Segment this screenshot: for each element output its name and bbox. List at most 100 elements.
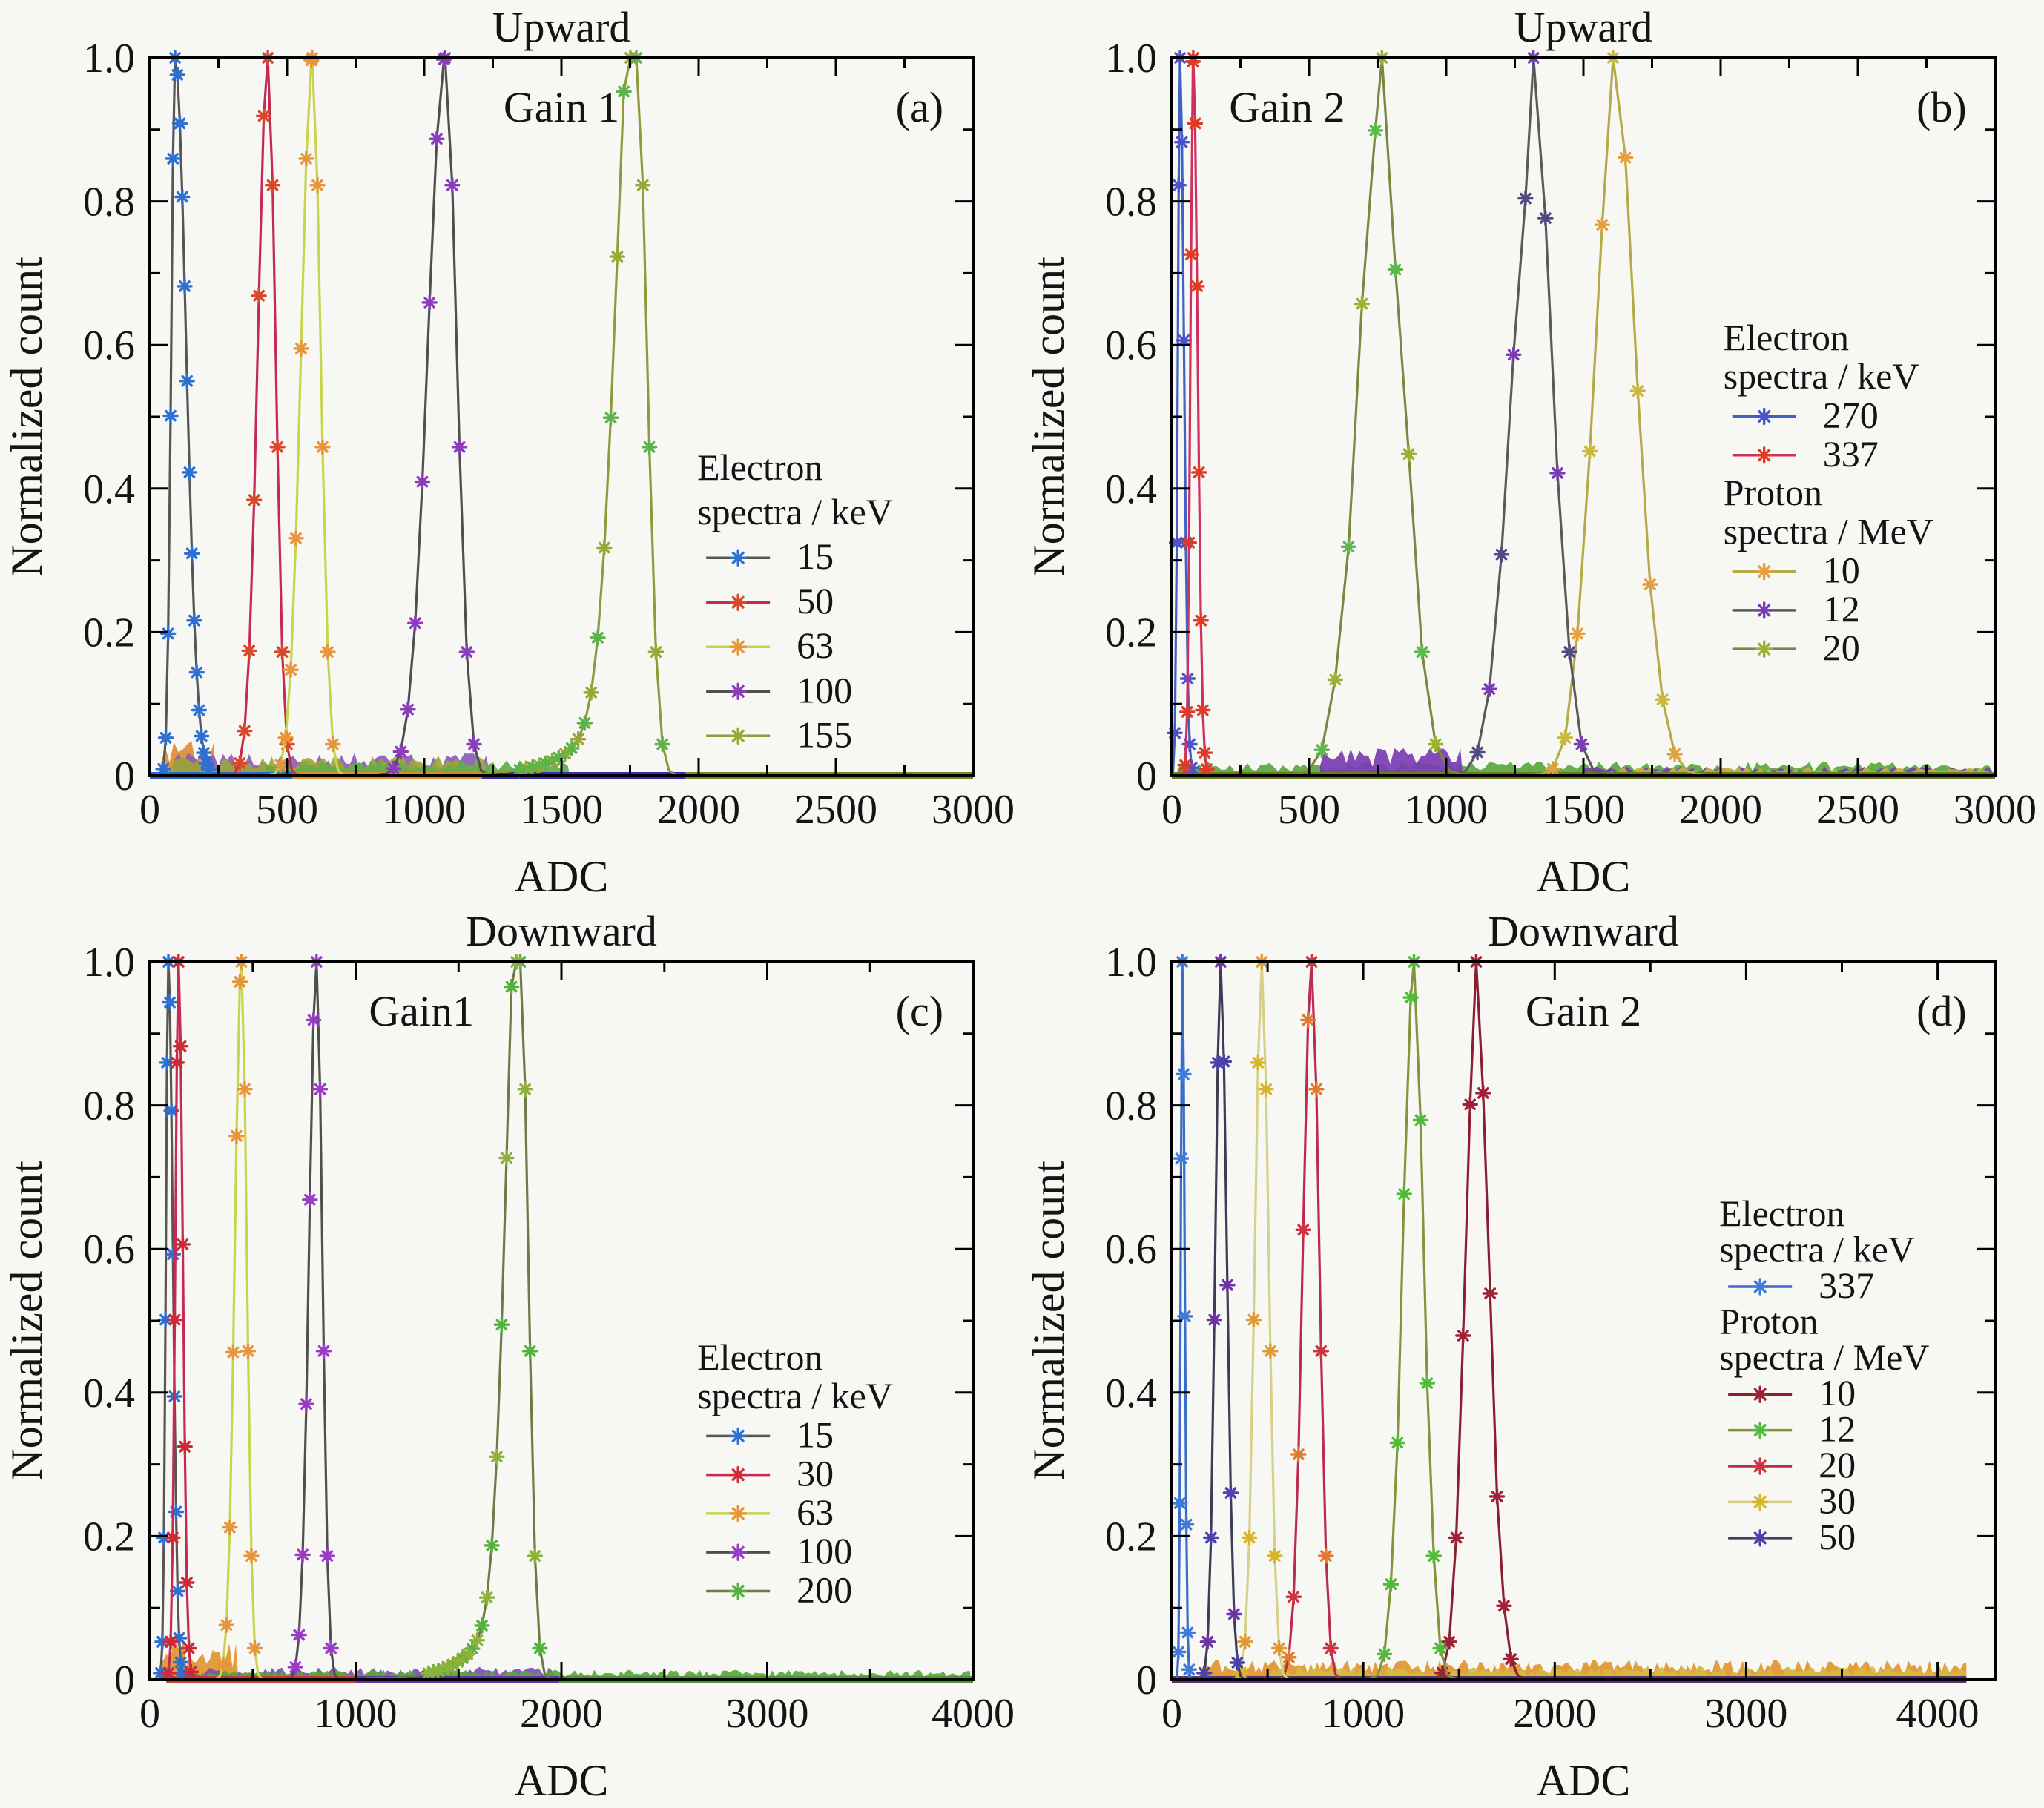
legend-label: 20 [1819, 1444, 1856, 1485]
y-tick-label: 0.8 [1105, 1083, 1157, 1129]
legend-label: 63 [797, 624, 834, 666]
legend-label: 30 [797, 1453, 834, 1494]
legend-label: 270 [1823, 395, 1879, 436]
legend-header: spectra / keV [1724, 355, 1919, 397]
x-tick-label: 2000 [1679, 787, 1762, 833]
series-markers-10 [1434, 954, 1519, 1681]
legend-marker [1751, 1529, 1769, 1547]
gain-label: Gain 2 [1526, 987, 1641, 1035]
y-axis-label: Normalized count [1024, 1161, 1073, 1481]
plot-frame [148, 56, 975, 777]
series-markers2-12 [1469, 190, 1577, 761]
y-tick-label: 0.4 [83, 466, 135, 512]
x-tick-label: 500 [1278, 787, 1340, 833]
x-tick-label: 0 [139, 1691, 160, 1737]
y-tick-label: 0.4 [1105, 1370, 1157, 1416]
legend-marker [729, 593, 747, 611]
x-tick-label: 1500 [1542, 787, 1625, 833]
y-tick-label: 0.4 [1105, 466, 1157, 512]
legend-marker [729, 1505, 747, 1522]
legend-label: 63 [797, 1491, 834, 1533]
axis-ticks [148, 56, 975, 777]
panel-letter: (d) [1916, 987, 1967, 1035]
y-tick-label: 0.6 [83, 1227, 135, 1273]
x-tick-label: 0 [1161, 787, 1182, 833]
legend-marker [729, 549, 747, 567]
series-line-337 [1181, 57, 1213, 777]
series-markers-10 [1545, 150, 1683, 777]
legend-marker [1751, 1493, 1769, 1511]
x-tick-label: 3000 [1954, 787, 2037, 833]
y-axis-label: Normalized count [2, 1161, 51, 1481]
x-tick-label: 2000 [657, 787, 740, 833]
axis-ticks [1170, 56, 1997, 777]
series-markers-12 [1481, 50, 1590, 753]
legend-header: Electron [1719, 1192, 1844, 1234]
legend-marker [729, 1582, 747, 1600]
legend-label: 30 [1819, 1479, 1856, 1521]
series-line-12 [1441, 57, 1617, 777]
legend-label: 337 [1819, 1264, 1874, 1306]
panel-b-upward-gain2: 0 500 1000 1500 2000 2500 3000 0 0.2 0.4 0.6 0.8 1.0… [1024, 3, 2037, 901]
y-tick-label: 0.4 [83, 1370, 135, 1416]
legend-marker [1751, 1278, 1769, 1296]
y-tick-label: 0 [1136, 1657, 1157, 1703]
legend-label: 100 [797, 669, 852, 710]
legend-marker [729, 682, 747, 700]
legend-header: spectra / MeV [1724, 510, 1933, 552]
y-tick-label: 1.0 [1105, 36, 1157, 82]
series-markers-100 [385, 50, 482, 776]
x-tick-label: 1000 [1405, 787, 1488, 833]
x-axis-label: ADC [515, 852, 609, 901]
legend-label: 12 [1819, 1408, 1856, 1450]
y-tick-label: 1.0 [83, 940, 135, 986]
series-line-100 [284, 961, 342, 1681]
series-line-30 [1232, 961, 1292, 1681]
y-tick-label: 1.0 [1105, 940, 1157, 986]
panel-letter: (b) [1916, 83, 1967, 131]
legend-label: 50 [1819, 1516, 1856, 1557]
series-line-20 [1282, 57, 1474, 777]
series-line-10 [1428, 961, 1532, 1681]
legend-label: 337 [1823, 433, 1879, 475]
legend-marker [729, 1543, 747, 1561]
series-markers-50 [1196, 1053, 1246, 1681]
y-tick-label: 0.8 [83, 179, 135, 225]
y-axis-label: Normalized count [2, 257, 51, 577]
x-tick-label: 3000 [932, 787, 1015, 833]
x-axis-label: ADC [1537, 1756, 1631, 1805]
x-tick-label: 0 [1161, 1691, 1182, 1737]
x-tick-label: 4000 [1896, 1691, 1979, 1737]
legend-marker [729, 1427, 747, 1445]
x-tick-label: 1000 [314, 1691, 398, 1737]
y-tick-label: 0.2 [1105, 610, 1157, 656]
x-axis-label: ADC [515, 1756, 609, 1805]
legend-label: 10 [1819, 1372, 1856, 1413]
series-line-63 [213, 961, 265, 1681]
panel-title: Upward [492, 3, 631, 51]
panel-c-downward-gain1: 0 1000 2000 3000 4000 0 0.2 0.4 0.6 0.8 1.0 ADC Norm… [2, 907, 1015, 1805]
legend-marker [729, 1465, 747, 1484]
series-markers-12 [1376, 954, 1448, 1663]
series-line-20 [1274, 961, 1345, 1681]
x-tick-label: 4000 [932, 1691, 1015, 1737]
x-tick-label: 1000 [1322, 1691, 1405, 1737]
legend-marker [1755, 407, 1773, 426]
y-tick-label: 0.6 [1105, 323, 1157, 369]
panel-d-downward-gain2: 0 1000 2000 3000 4000 0 0.2 0.4 0.6 0.8 1.0 ADC Norm… [1024, 907, 1997, 1805]
y-tick-label: 0 [1136, 753, 1157, 799]
x-tick-label: 2500 [794, 787, 877, 833]
series-markers2-155 [511, 50, 670, 778]
legend-label: 15 [797, 1413, 834, 1455]
legend-label: 155 [797, 713, 852, 755]
gain-label: Gain 1 [504, 83, 619, 131]
legend-marker [1755, 446, 1773, 464]
x-axis-label: ADC [1537, 852, 1631, 901]
x-tick-label: 2000 [520, 1691, 603, 1737]
legend-marker [729, 727, 747, 745]
series-line-12 [1364, 961, 1460, 1681]
legend-marker [1751, 1421, 1769, 1439]
panel-letter: (a) [896, 83, 943, 131]
legend-marker [729, 638, 747, 656]
panel-letter: (c) [896, 987, 943, 1035]
